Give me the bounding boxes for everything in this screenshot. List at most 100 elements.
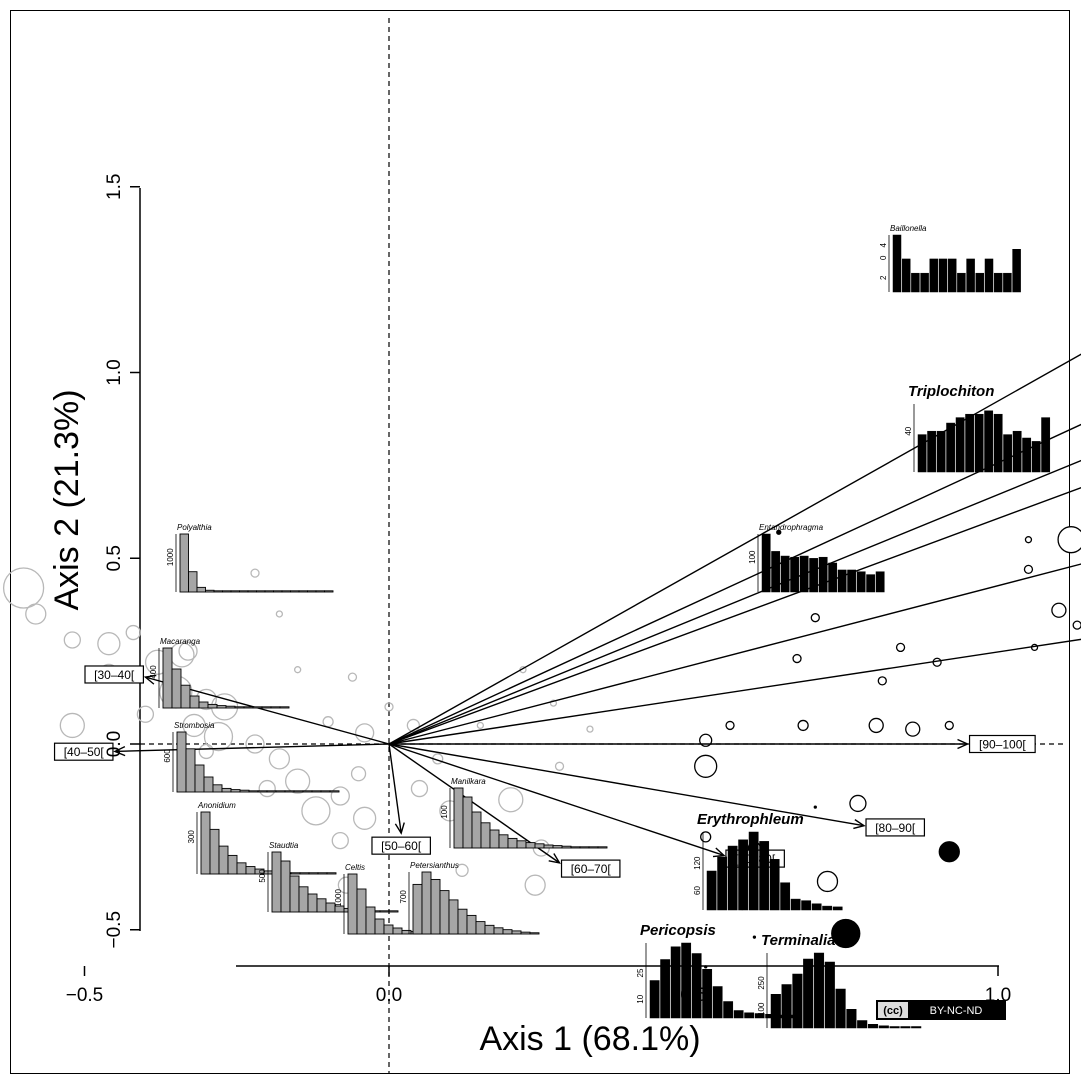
- histogram-bar: [723, 1001, 734, 1019]
- histogram-bar: [965, 413, 975, 473]
- gray-point: [406, 718, 421, 733]
- arrow-label-text: [40–50[: [64, 745, 105, 759]
- histogram-bar: [1041, 417, 1051, 473]
- histogram-petersianthus: 700 Petersianthus: [399, 861, 540, 935]
- histogram-bar: [570, 846, 581, 849]
- histogram-bar: [284, 790, 295, 793]
- histogram-bar: [498, 834, 509, 849]
- loading-arrow: [388, 743, 865, 827]
- histogram-bar: [392, 927, 403, 935]
- histogram-bar: [356, 888, 367, 935]
- histogram-bar: [811, 903, 822, 911]
- histogram-bar: [298, 590, 308, 593]
- histogram-bar: [293, 790, 304, 793]
- black-point: [816, 870, 839, 893]
- gray-point: [136, 705, 155, 723]
- gray-point: [125, 624, 141, 641]
- histogram-bar: [733, 1010, 744, 1019]
- black-point: [849, 794, 867, 813]
- gray-point: [410, 779, 429, 798]
- histogram-bar: [466, 914, 477, 935]
- histogram-bar: [780, 882, 791, 911]
- black-point: [932, 657, 942, 667]
- histogram-bar: [421, 871, 432, 935]
- gray-point: [331, 831, 349, 850]
- histogram-tick-label: 700: [399, 890, 408, 904]
- histogram-bar: [230, 789, 241, 793]
- histogram-bar: [681, 942, 692, 1019]
- histogram-bar: [311, 790, 322, 793]
- gray-point: [293, 666, 302, 674]
- histogram-bar: [234, 706, 245, 709]
- histogram-bar: [770, 994, 781, 1029]
- histogram-bar: [759, 841, 770, 911]
- histogram-bar: [706, 870, 717, 911]
- black-point: [694, 754, 718, 778]
- histogram-bar: [502, 929, 513, 935]
- histogram-bar: [946, 422, 956, 473]
- loading-arrow: [388, 743, 725, 857]
- histogram-bar: [1022, 437, 1032, 473]
- histogram-bar: [803, 958, 814, 1029]
- histogram-name: Pericopsis: [640, 922, 716, 939]
- histogram-bar: [270, 706, 281, 709]
- black-point: [944, 720, 954, 731]
- histogram-bar: [430, 878, 441, 935]
- histogram-bar: [225, 705, 236, 709]
- histogram-bar: [866, 574, 876, 593]
- histogram-bar: [308, 872, 319, 875]
- black-point: [877, 676, 887, 686]
- y-tick-label: 0.0: [104, 731, 125, 757]
- histogram-bar: [543, 844, 554, 849]
- gray-point: [476, 721, 485, 730]
- histogram-bar: [271, 851, 282, 913]
- histogram-bar: [279, 706, 290, 709]
- loading-arrow: [388, 423, 1081, 745]
- reference-lines: [140, 18, 1066, 1074]
- histogram-bar: [475, 921, 486, 935]
- histogram-bar: [780, 555, 790, 593]
- histogram-terminalia: 250 100 Terminalia: [757, 932, 922, 1029]
- histogram-name: Polyalthia: [177, 523, 212, 532]
- badge-license: BY-NC-ND: [930, 1005, 983, 1017]
- histogram-name: Celtis: [345, 863, 365, 872]
- histogram-bar: [280, 860, 291, 913]
- arrow-label-text: [30–40[: [94, 668, 135, 682]
- histogram-bar: [247, 590, 257, 593]
- histogram-bar: [561, 845, 572, 849]
- histogram-bar: [984, 258, 994, 293]
- histogram-bar: [813, 952, 825, 1029]
- gray-point: [203, 721, 234, 752]
- histogram-bar: [493, 927, 504, 935]
- gray-point: [455, 863, 469, 877]
- black-point: [1051, 602, 1067, 618]
- black-point: [813, 805, 817, 809]
- histogram-bar: [489, 829, 500, 849]
- gray-point: [268, 748, 291, 770]
- gray-point: [524, 874, 546, 896]
- black-point-layer: [694, 451, 1081, 969]
- histogram-manilkara: 100 Manilkara: [440, 777, 608, 849]
- histogram-bar: [213, 590, 223, 593]
- histogram-bar: [856, 571, 866, 593]
- histogram-bar: [462, 796, 473, 849]
- arrow-head: [143, 674, 157, 685]
- histogram-bar: [824, 961, 835, 1029]
- black-point: [700, 831, 712, 843]
- arrow-head: [394, 822, 405, 835]
- black-point: [938, 841, 960, 863]
- histogram-bar: [203, 776, 214, 793]
- histogram-bar: [326, 872, 337, 875]
- histogram-bar: [771, 551, 781, 593]
- histogram-bar: [966, 258, 975, 293]
- histogram-bar: [889, 1026, 900, 1029]
- arrow-label-text: [60–70[: [571, 862, 612, 876]
- arrow-label-box: [560, 859, 621, 878]
- black-point: [725, 720, 735, 731]
- histogram-bar: [205, 589, 215, 593]
- histogram-bar: [222, 590, 232, 593]
- histogram-bar: [320, 790, 331, 793]
- histogram-bar: [748, 831, 759, 911]
- histogram-bar: [822, 905, 833, 911]
- gray-point: [354, 723, 375, 743]
